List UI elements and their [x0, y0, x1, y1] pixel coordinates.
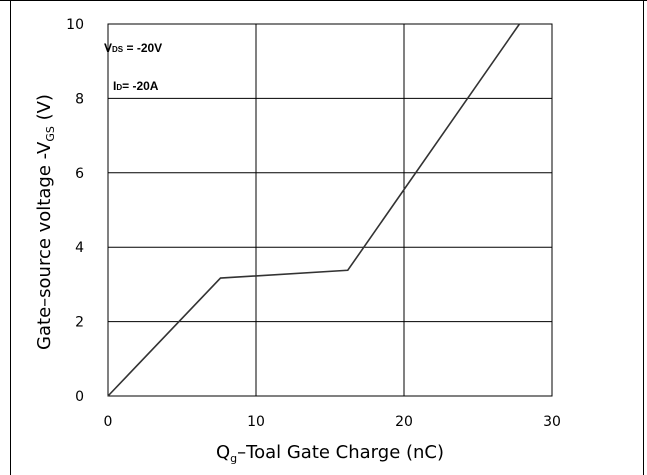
x-tick-label: 10 — [247, 414, 265, 430]
grid — [108, 24, 552, 396]
annotation-id-value: = -20A — [122, 79, 159, 93]
annotation-vds-subscript: DS — [112, 45, 124, 54]
x-axis-title: Qg–Toal Gate Charge (nC) — [216, 442, 444, 465]
x-tick-labels: 0 10 20 30 — [104, 414, 561, 430]
y-axis-title-rest: (V) — [34, 94, 55, 126]
y-tick-labels: 0 2 4 6 8 10 — [66, 17, 84, 405]
annotation-vds-symbol: V — [104, 41, 112, 55]
x-tick-label: 20 — [395, 414, 413, 430]
x-tick-label: 0 — [104, 414, 113, 430]
y-tick-label: 8 — [75, 91, 84, 107]
x-tick-label: 30 — [543, 414, 561, 430]
x-axis-title-subscript: g — [230, 452, 237, 465]
y-tick-label: 4 — [75, 240, 84, 256]
plot-area-border — [108, 24, 552, 396]
y-tick-label: 10 — [66, 17, 84, 33]
y-tick-label: 0 — [75, 389, 84, 405]
y-tick-label: 6 — [75, 166, 84, 182]
annotation-vds-value: = -20V — [123, 41, 162, 55]
x-axis-title-main: Q — [216, 442, 230, 463]
y-axis-title-main: Gate–source voltage -V — [34, 141, 55, 350]
annotation-id: ID= -20A — [113, 79, 159, 93]
y-tick-label: 2 — [75, 315, 84, 331]
x-axis-title-rest: –Toal Gate Charge (nC) — [237, 442, 444, 463]
y-axis-title: Gate–source voltage -VGS (V) — [34, 94, 57, 350]
y-axis-title-subscript: GS — [44, 126, 57, 142]
annotation-vds: VDS = -20V — [104, 41, 162, 55]
series-line-0 — [108, 24, 519, 396]
series-layer — [108, 24, 519, 396]
